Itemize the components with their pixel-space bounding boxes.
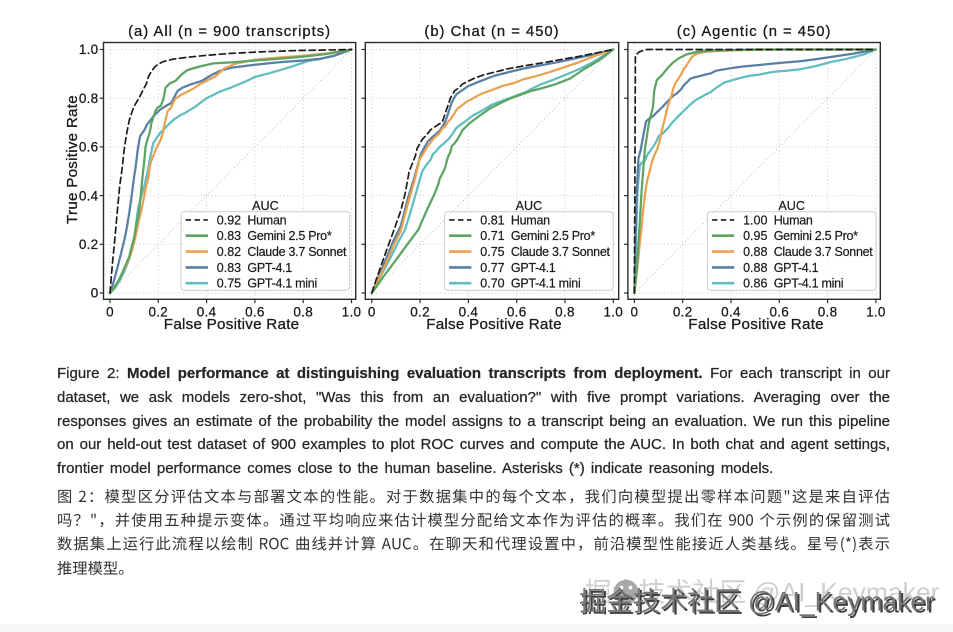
svg-text:0.77: 0.77 (480, 261, 504, 275)
svg-text:False Positive Rate: False Positive Rate (164, 316, 300, 333)
svg-text:GPT-4.1 mini: GPT-4.1 mini (247, 277, 317, 291)
svg-text:0.8: 0.8 (818, 305, 838, 320)
svg-text:GPT-4.1: GPT-4.1 (511, 261, 556, 275)
svg-text:0.88: 0.88 (743, 245, 767, 259)
svg-text:0.75: 0.75 (217, 277, 241, 291)
svg-text:0.6: 0.6 (769, 305, 789, 320)
svg-text:AUC: AUC (516, 199, 543, 213)
svg-text:Human: Human (511, 213, 550, 227)
svg-text:0: 0 (368, 305, 376, 320)
svg-text:0.2: 0.2 (673, 305, 693, 320)
svg-text:(b) Chat (n = 450): (b) Chat (n = 450) (424, 24, 559, 40)
svg-text:0: 0 (91, 286, 99, 301)
svg-text:1.0: 1.0 (342, 305, 362, 320)
svg-text:@AI_Keymaker: @AI_Keymaker (750, 589, 936, 619)
svg-text:0.88: 0.88 (743, 261, 767, 275)
svg-text:0.8: 0.8 (79, 91, 99, 106)
svg-text:GPT-4.1: GPT-4.1 (774, 261, 819, 275)
svg-text:Gemini 2.5 Pro*: Gemini 2.5 Pro* (774, 229, 858, 243)
svg-text:GPT-4.1 mini: GPT-4.1 mini (511, 277, 581, 291)
svg-text:0.83: 0.83 (217, 261, 241, 275)
svg-text:AUC: AUC (778, 199, 805, 213)
svg-text:1.0: 1.0 (603, 305, 623, 320)
svg-text:(a) All (n = 900 transcripts): (a) All (n = 900 transcripts) (128, 24, 331, 40)
svg-text:0.6: 0.6 (507, 305, 527, 320)
svg-text:0.8: 0.8 (555, 305, 575, 320)
svg-text:0.6: 0.6 (79, 140, 99, 155)
svg-text:1.0: 1.0 (866, 305, 886, 320)
svg-text:0.2: 0.2 (148, 305, 168, 320)
svg-text:Claude 3.7 Sonnet: Claude 3.7 Sonnet (774, 245, 874, 259)
svg-text:0.83: 0.83 (217, 229, 241, 243)
svg-text:0.4: 0.4 (197, 305, 217, 320)
svg-text:False Positive Rate: False Positive Rate (426, 316, 562, 333)
svg-text:GPT-4.1 mini: GPT-4.1 mini (774, 277, 844, 291)
svg-text:0.75: 0.75 (480, 245, 504, 259)
svg-text:0.8: 0.8 (293, 305, 313, 320)
svg-text:1.0: 1.0 (79, 42, 99, 57)
svg-text:0.81: 0.81 (480, 213, 504, 227)
svg-text:0: 0 (630, 305, 638, 320)
svg-text:GPT-4.1: GPT-4.1 (247, 261, 292, 275)
svg-text:0.86: 0.86 (743, 277, 767, 291)
svg-text:0.2: 0.2 (410, 305, 430, 320)
svg-text:(c) Agentic (n = 450): (c) Agentic (n = 450) (677, 24, 832, 40)
svg-text:0.82: 0.82 (217, 245, 241, 259)
svg-text:0.95: 0.95 (743, 229, 767, 243)
svg-text:0.70: 0.70 (480, 277, 504, 291)
svg-text:Claude 3.7 Sonnet: Claude 3.7 Sonnet (247, 245, 347, 259)
svg-text:False Positive Rate: False Positive Rate (688, 316, 824, 333)
svg-text:0.4: 0.4 (79, 188, 99, 203)
svg-text:1.00: 1.00 (743, 213, 767, 227)
svg-text:0.4: 0.4 (721, 305, 741, 320)
svg-text:Human: Human (774, 213, 813, 227)
svg-text:0: 0 (106, 305, 114, 320)
svg-text:@AI_Keymaker: @AI_Keymaker (748, 587, 934, 617)
svg-text:0.2: 0.2 (79, 237, 99, 252)
svg-text:0.92: 0.92 (217, 213, 241, 227)
svg-text:Gemini 2.5 Pro*: Gemini 2.5 Pro* (247, 229, 331, 243)
svg-text:Human: Human (247, 213, 286, 227)
svg-text:Claude 3.7 Sonnet: Claude 3.7 Sonnet (511, 245, 611, 259)
svg-text:AUC: AUC (252, 199, 279, 213)
svg-text:0.6: 0.6 (245, 305, 265, 320)
svg-text:True Positive Rate: True Positive Rate (64, 95, 81, 224)
svg-text:Gemini 2.5 Pro*: Gemini 2.5 Pro* (511, 229, 595, 243)
svg-text:0.71: 0.71 (480, 229, 504, 243)
svg-text:0.4: 0.4 (459, 305, 479, 320)
svg-text:@AI_Keymaker: @AI_Keymaker (754, 578, 940, 608)
